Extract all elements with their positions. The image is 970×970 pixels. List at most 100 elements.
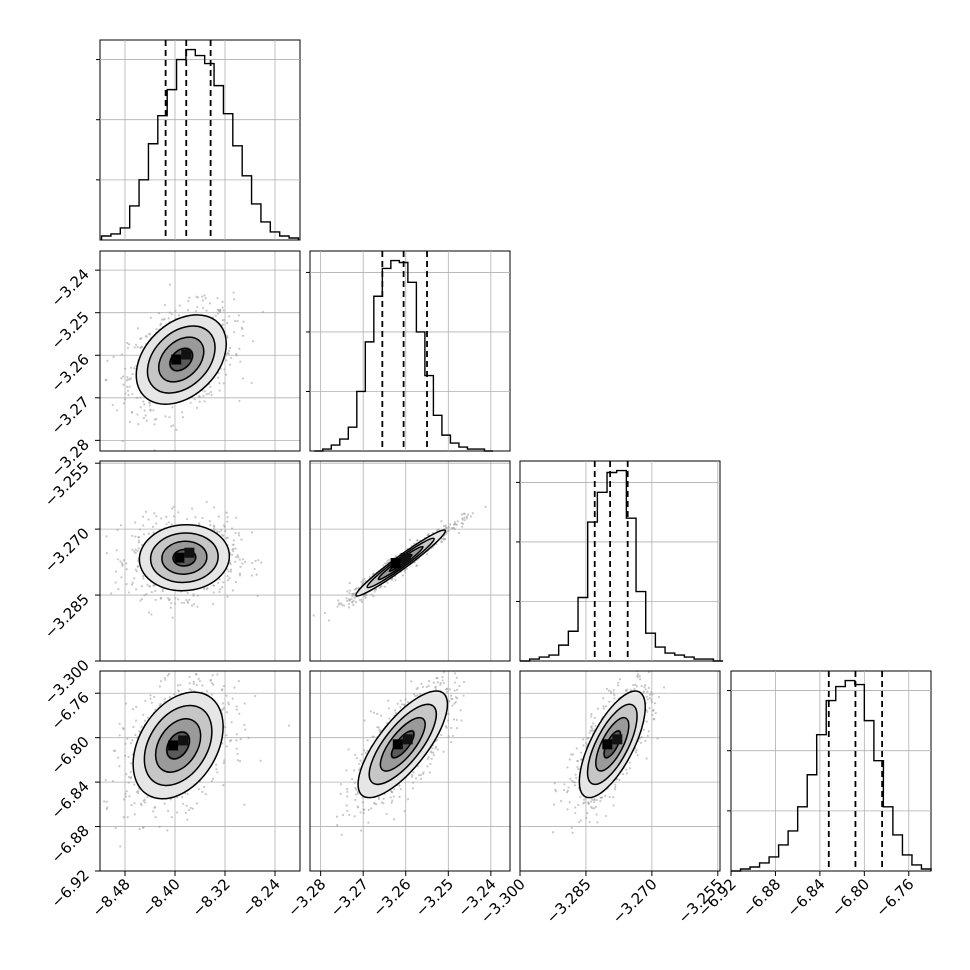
sample-point	[605, 687, 608, 690]
sample-point	[346, 809, 349, 812]
sample-point	[123, 367, 127, 370]
sample-point	[216, 312, 219, 315]
sample-point	[147, 518, 150, 521]
sample-point	[387, 699, 390, 702]
sample-point	[222, 784, 225, 787]
sample-point	[188, 688, 191, 691]
sample-point	[235, 516, 238, 519]
sample-point	[164, 678, 167, 681]
sample-point	[149, 316, 152, 319]
sample-point	[116, 558, 119, 561]
sample-point	[192, 682, 196, 685]
sample-point	[586, 812, 589, 815]
sample-point	[188, 296, 191, 299]
sample-point	[222, 761, 225, 764]
sample-point	[137, 539, 140, 542]
sample-point	[131, 373, 134, 376]
sample-point	[447, 699, 450, 703]
sample-point	[131, 581, 134, 584]
sample-point	[146, 583, 149, 586]
sample-point	[226, 595, 229, 598]
sample-point	[191, 807, 194, 810]
sample-point	[450, 694, 453, 697]
sample-point	[209, 678, 213, 682]
sample-point	[189, 401, 192, 404]
sample-point	[346, 590, 349, 593]
sample-point	[139, 406, 142, 409]
sample-point	[446, 526, 449, 530]
sample-point	[345, 769, 348, 772]
sample-point	[228, 346, 232, 350]
sample-point	[432, 681, 435, 684]
sample-point	[139, 346, 142, 349]
sample-point	[196, 594, 200, 597]
sample-point	[612, 796, 615, 799]
sample-point	[218, 382, 221, 385]
sample-point	[634, 683, 637, 686]
sample-point	[417, 774, 421, 777]
sample-point	[143, 801, 147, 804]
sample-point	[372, 735, 375, 738]
sample-point	[375, 803, 378, 806]
sample-point	[194, 516, 197, 519]
sample-point	[186, 792, 189, 796]
sample-point	[163, 303, 167, 307]
sample-point	[144, 414, 147, 417]
sample-point	[172, 515, 176, 518]
sample-point	[234, 319, 237, 323]
panel-frame	[309, 670, 511, 872]
sample-point	[648, 697, 651, 700]
sample-point	[238, 712, 241, 715]
sample-point	[231, 697, 234, 700]
sample-point	[185, 517, 189, 521]
sample-point	[140, 585, 144, 588]
sample-point	[251, 340, 255, 343]
sample-point	[370, 807, 373, 810]
sample-point	[341, 604, 344, 607]
sample-point	[448, 688, 451, 691]
sample-point	[382, 802, 385, 805]
sample-point	[143, 409, 146, 412]
sample-point	[209, 524, 212, 527]
sample-point	[129, 776, 133, 779]
sample-point	[118, 722, 121, 725]
sample-point	[126, 737, 129, 740]
sample-point	[226, 579, 230, 582]
sample-point	[186, 591, 189, 595]
sample-point	[436, 528, 439, 531]
sample-point	[436, 677, 439, 680]
sample-point	[135, 396, 139, 400]
sample-point	[571, 831, 574, 834]
sample-point	[450, 527, 453, 530]
sample-point	[462, 680, 466, 684]
sample-point	[442, 750, 445, 753]
sample-point	[353, 769, 356, 772]
sample-point	[132, 725, 135, 729]
sample-point	[155, 515, 158, 518]
sample-point	[155, 328, 158, 331]
sample-point	[465, 651, 467, 653]
sample-point	[260, 561, 263, 564]
sample-point	[442, 537, 445, 540]
sample-point	[152, 531, 155, 534]
sample-point	[336, 605, 339, 608]
sample-point	[419, 777, 423, 781]
sample-point	[137, 423, 140, 426]
sample-point	[345, 804, 348, 807]
histogram-panel-3	[727, 670, 932, 872]
sample-point	[153, 806, 156, 809]
sample-point	[238, 572, 242, 575]
sample-point	[559, 799, 563, 803]
sample-point	[369, 710, 372, 713]
sample-point	[221, 702, 225, 705]
sample-point	[625, 772, 629, 775]
sample-point	[471, 512, 474, 515]
sample-point	[608, 700, 611, 703]
sample-point	[372, 711, 376, 714]
sample-point	[348, 813, 351, 816]
sample-point	[115, 409, 119, 412]
sample-point	[445, 726, 448, 729]
sample-point	[123, 398, 127, 401]
sample-point	[133, 346, 136, 349]
sample-point	[116, 528, 119, 532]
